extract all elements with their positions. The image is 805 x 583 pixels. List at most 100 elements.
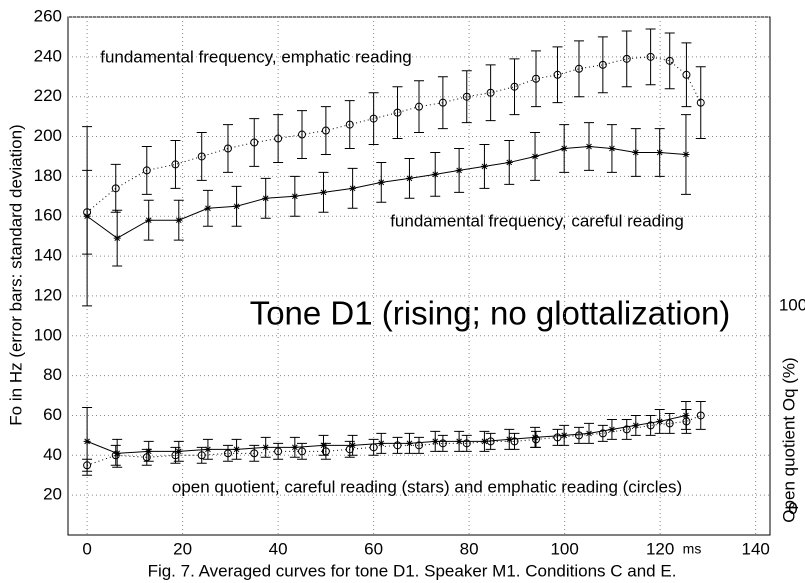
y-tick-label: 100	[34, 325, 62, 344]
x-tick-label: 20	[173, 539, 192, 558]
marker	[622, 425, 631, 434]
marker	[349, 184, 357, 192]
marker	[696, 98, 705, 107]
marker	[505, 435, 513, 443]
error-bar	[681, 42, 692, 108]
marker	[531, 433, 539, 441]
marker	[646, 52, 655, 61]
error-bar	[320, 106, 331, 155]
x-unit: ms	[683, 541, 702, 557]
marker	[321, 447, 330, 456]
x-tick-label: 140	[741, 539, 769, 558]
error-bar	[297, 442, 307, 460]
marker	[415, 102, 423, 111]
error-bar	[573, 40, 584, 98]
error-bar	[621, 30, 632, 88]
series-line	[86, 56, 702, 213]
marker	[369, 114, 378, 123]
marker	[298, 130, 306, 139]
marker	[291, 443, 299, 451]
marker	[455, 437, 463, 445]
marker	[250, 449, 259, 458]
marker	[321, 126, 330, 135]
marker	[142, 453, 151, 462]
marker	[632, 148, 640, 156]
marker	[83, 437, 91, 445]
marker	[505, 158, 513, 166]
error-bar	[110, 163, 121, 213]
y-tick-label: 220	[34, 86, 62, 105]
error-bar	[597, 36, 608, 94]
marker	[175, 447, 183, 455]
marker	[682, 417, 691, 426]
error-bar	[695, 66, 706, 140]
y-tick-label: 160	[34, 206, 62, 225]
marker	[696, 411, 705, 420]
error-bar	[273, 442, 284, 460]
error-bar	[344, 440, 355, 458]
error-bar	[297, 110, 307, 159]
error-bar	[485, 64, 496, 122]
marker	[682, 150, 690, 158]
marker	[223, 449, 232, 458]
y-tick-label: 120	[34, 285, 62, 304]
marker	[531, 152, 539, 160]
error-bar	[664, 32, 675, 90]
error-bar	[320, 442, 331, 460]
marker	[462, 92, 471, 101]
marker	[574, 431, 583, 440]
y-tick-label: 40	[43, 445, 62, 464]
marker	[598, 429, 607, 438]
error-bar	[695, 401, 706, 430]
marker	[480, 162, 488, 170]
marker	[274, 134, 283, 143]
marker	[171, 451, 180, 460]
marker	[682, 70, 691, 79]
annotation: open quotient, careful reading (stars) a…	[172, 477, 682, 496]
marker	[298, 447, 306, 456]
y-tick-label: 200	[34, 126, 62, 145]
marker	[532, 435, 540, 444]
error-bar	[222, 124, 233, 173]
error-bar	[170, 446, 181, 464]
error-bar	[645, 28, 656, 86]
marker	[113, 234, 121, 242]
error-bar	[573, 426, 584, 444]
marker	[608, 425, 616, 433]
marker	[553, 70, 562, 79]
marker	[585, 143, 593, 150]
error-bar	[110, 444, 121, 466]
error-bar	[414, 80, 424, 134]
marker	[560, 144, 568, 152]
y2-tick-label: 100	[779, 295, 805, 314]
error-bar	[664, 412, 675, 434]
marker	[656, 417, 664, 425]
marker	[665, 56, 674, 65]
marker	[197, 152, 206, 161]
marker	[405, 174, 413, 182]
marker	[486, 437, 495, 446]
marker	[111, 451, 120, 460]
marker	[291, 192, 299, 200]
marker	[415, 441, 423, 450]
marker	[480, 437, 488, 445]
error-bar	[141, 146, 152, 195]
marker	[262, 194, 270, 202]
annotation: fundamental frequency, careful reading	[390, 211, 684, 230]
marker	[598, 60, 607, 69]
marker	[145, 447, 153, 455]
marker	[665, 419, 674, 428]
x-tick-label: 0	[82, 539, 91, 558]
marker	[405, 439, 413, 447]
marker	[204, 445, 212, 453]
marker	[319, 441, 327, 449]
marker	[262, 443, 270, 451]
x-tick-label: 60	[364, 539, 383, 558]
marker	[111, 184, 120, 193]
marker	[233, 202, 241, 210]
marker	[369, 443, 378, 452]
error-bar	[531, 430, 541, 448]
marker	[585, 429, 593, 437]
marker	[438, 439, 447, 448]
marker	[455, 166, 463, 174]
